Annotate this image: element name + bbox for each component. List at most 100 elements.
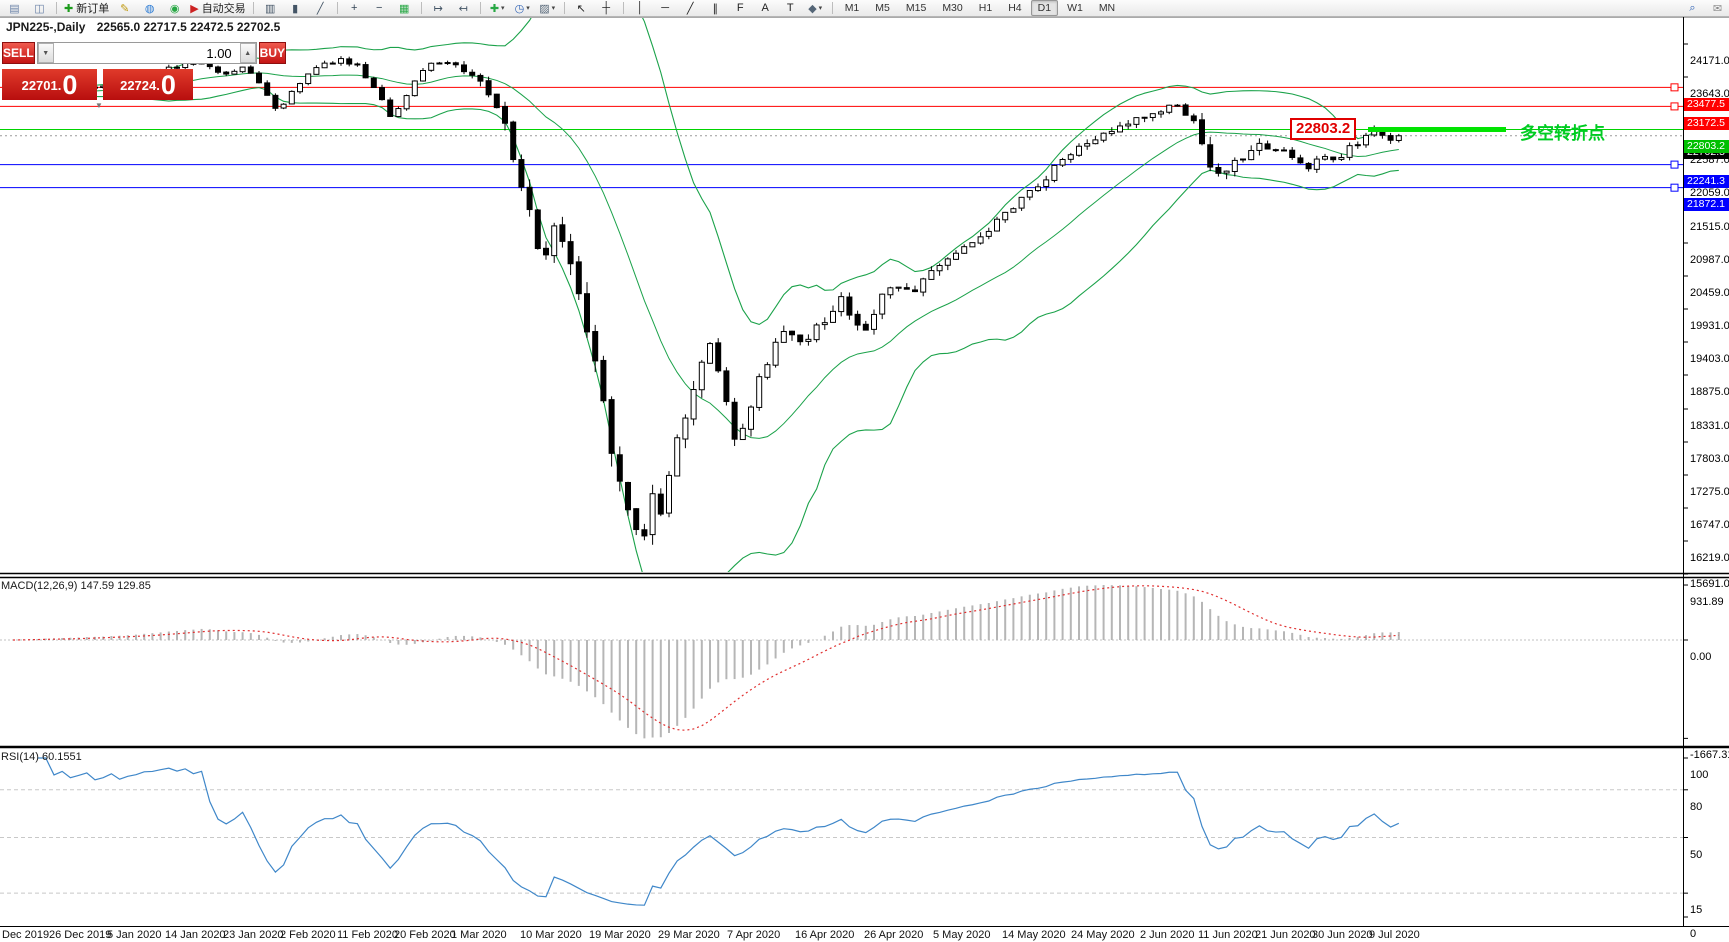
auto-scroll-icon[interactable]: ↦ [427,1,450,16]
timeframe-mn[interactable]: MN [1098,2,1116,14]
macd-axis-label: 0.00 [1690,651,1712,663]
date-axis-label: 2 Jun 2020 [1140,929,1195,941]
new-order-button[interactable]: ✚ 新订单 [62,1,111,16]
buy-button[interactable]: BUY [258,42,287,64]
date-axis-label: 10 Mar 2020 [520,929,582,941]
autotrading-button: ▶ [190,2,199,15]
tile-windows-icon[interactable]: ▦ [393,1,416,16]
price-level-badge: 23172.5 [1684,116,1729,130]
one-click-trading-panel: SELL ▼ ▲ BUY 22701.0 22724.0 ▼ [2,42,287,110]
toolbar-separator [56,2,57,14]
buy-price-value: 22724. [120,78,160,93]
arrows-button[interactable]: ◆ ▾ [804,1,827,16]
timeframe-h4[interactable]: H4 [1008,2,1022,14]
chart-window-icon: ▤ [9,2,20,15]
annotation-text: 多空转折点 [1520,124,1605,143]
trade-panel-price-row: 22701. 0 22724. 0 [2,69,198,100]
text-label-icon[interactable]: T [779,1,802,16]
price-axis-label: 19931.0 [1690,320,1729,332]
community-icon[interactable]: ✉ [1706,1,1729,16]
sell-button[interactable]: SELL [2,42,35,64]
macd-indicator-label: MACD(12,26,9) 147.59 129.85 [1,580,151,592]
periods-button: ◷ [514,2,525,15]
timeframe-d1[interactable]: D1 [1030,0,1059,16]
equidistant-channel-icon[interactable]: ∥ [704,1,727,16]
horizontal-line-icon[interactable]: ─ [654,1,677,16]
bar-chart-icon[interactable]: ▥ [259,1,282,16]
date-axis-label: 5 Jan 2020 [107,929,162,941]
vertical-line-icon[interactable]: │ [629,1,652,16]
price-axis-label: 19403.0 [1690,353,1729,365]
fibonacci-icon[interactable]: F [729,1,752,16]
trendline-icon[interactable]: ╱ [679,1,702,16]
panel-collapse-arrow[interactable]: ▼ [95,101,103,110]
new-order-button-label: 新订单 [76,3,110,15]
rsi-axis-label: 100 [1690,769,1709,781]
timeframe-m5[interactable]: M5 [875,2,890,14]
autotrading-button[interactable]: ▶ 自动交易 [188,1,247,16]
search-icon[interactable]: ⌕ [1681,1,1704,16]
zoom-out-icon[interactable]: − [368,1,391,16]
indicators-button: ✚ [489,2,500,15]
price-axis-label: 24171.0 [1690,55,1729,67]
chart-window-icon[interactable]: ▤ [3,1,26,16]
chart-symbol-period: JPN225-,Daily [6,20,86,34]
auto-scroll-icon: ↦ [433,2,443,15]
zoom-in-icon: + [350,2,358,14]
timeframe-w1[interactable]: W1 [1067,2,1083,14]
cursor-icon[interactable]: ↖ [570,1,593,16]
buy-price-big-digit: 0 [160,70,176,100]
periods-button[interactable]: ◷ ▾ [511,1,534,16]
price-axis-label: 17803.0 [1690,453,1729,465]
date-axis-label: 11 Feb 2020 [337,929,398,941]
macd-axis-label: -1667.31 [1690,749,1729,762]
volume-input[interactable] [53,43,240,63]
arrows-button: ◆ [808,2,817,15]
chart-plot[interactable]: JPN225-,Daily 22565.0 22717.5 22472.5 22… [0,17,1729,942]
date-axis-label: 7 Apr 2020 [727,929,781,941]
price-axis-label: 20459.0 [1690,287,1729,299]
price-axis-label: 23643.0 [1690,88,1729,100]
autotrading-button-label: 自动交易 [201,3,246,15]
signals-icon[interactable]: ◉ [163,1,186,16]
templates-button: ▨ [539,2,550,15]
timeframe-m1[interactable]: M1 [844,2,860,14]
chart-shift-icon[interactable]: ↤ [452,1,475,16]
date-axis-label: 14 Jan 2020 [165,929,226,941]
rsi-axis-label: 15 [1690,904,1703,917]
toolbar-separator [479,2,481,14]
price-axis-label: 22059.0 [1690,187,1729,199]
timeframe-m30[interactable]: M30 [942,2,963,14]
price-annotation-label[interactable]: 22803.2 [1290,118,1357,140]
chat-icon[interactable]: ◍ [138,1,161,16]
timeframe-h1[interactable]: H1 [978,2,993,14]
date-axis-label: 26 Apr 2020 [864,929,924,941]
timeframe-m15[interactable]: M15 [905,2,927,14]
line-chart-icon[interactable]: ╱ [309,1,332,16]
search-icon: ⌕ [1689,1,1696,14]
price-axis-label: 21515.0 [1690,221,1729,233]
indicators-button[interactable]: ✚ ▾ [486,1,509,16]
date-axis-label: 5 May 2020 [933,929,991,941]
candlestick-chart-icon[interactable]: ▮ [284,1,307,16]
volume-down-button[interactable]: ▼ [37,43,54,63]
price-axis-label: 17275.0 [1690,486,1729,498]
date-axis-label: 1 Mar 2020 [451,929,507,941]
magnifier-chart-icon[interactable]: ◫ [28,1,51,16]
metaeditor-icon[interactable]: ✎ [113,1,136,16]
rsi-indicator-label: RSI(14) 60.1551 [1,751,82,763]
volume-up-button[interactable]: ▲ [239,43,256,63]
buy-price-button[interactable]: 22724. 0 [103,69,193,100]
chart-title: JPN225-,Daily 22565.0 22717.5 22472.5 22… [6,20,280,34]
chat-icon: ◍ [144,2,155,15]
crosshair-icon[interactable]: ┼ [595,1,618,16]
chart-ohlc-values: 22565.0 22717.5 22472.5 22702.5 [96,20,281,34]
signals-icon: ◉ [169,2,180,15]
zoom-in-icon[interactable]: + [343,1,366,16]
sell-price-button[interactable]: 22701. 0 [2,69,97,100]
date-axis-label: 26 Dec 2019 [49,929,112,941]
date-axis-label: 24 May 2020 [1071,929,1135,941]
templates-button[interactable]: ▨ ▾ [536,1,559,16]
text-icon[interactable]: A [754,1,777,16]
